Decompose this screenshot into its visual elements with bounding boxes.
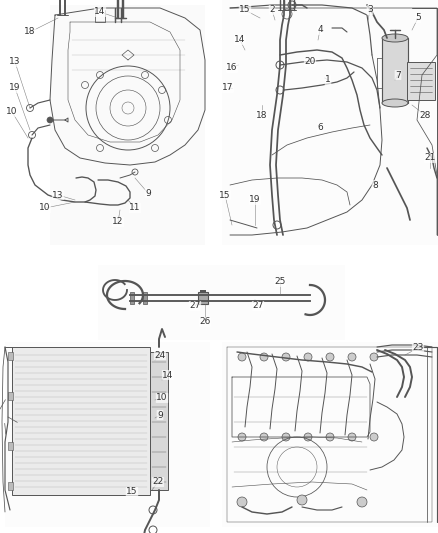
- Text: 10: 10: [6, 108, 18, 117]
- Circle shape: [282, 353, 290, 361]
- Text: 12: 12: [112, 217, 124, 227]
- Circle shape: [370, 433, 378, 441]
- Polygon shape: [222, 0, 438, 245]
- Text: 27: 27: [189, 302, 201, 311]
- Bar: [8, 482, 13, 490]
- Text: 13: 13: [52, 190, 64, 199]
- Bar: [8, 392, 13, 400]
- Circle shape: [297, 495, 307, 505]
- Text: 15: 15: [219, 190, 231, 199]
- Bar: [8, 442, 13, 450]
- Text: 8: 8: [372, 181, 378, 190]
- Text: 26: 26: [199, 318, 211, 327]
- Text: 13: 13: [9, 58, 21, 67]
- Text: 24: 24: [154, 351, 166, 359]
- Ellipse shape: [382, 34, 408, 42]
- Circle shape: [238, 433, 246, 441]
- Text: 15: 15: [126, 488, 138, 497]
- Text: 2: 2: [269, 5, 275, 14]
- Text: 14: 14: [94, 7, 106, 17]
- Circle shape: [348, 353, 356, 361]
- Circle shape: [348, 433, 356, 441]
- Bar: [12, 347, 150, 495]
- Text: 10: 10: [156, 393, 168, 402]
- Text: 9: 9: [145, 189, 151, 198]
- Text: 18: 18: [24, 28, 36, 36]
- Text: 17: 17: [222, 84, 234, 93]
- Polygon shape: [222, 342, 438, 527]
- Text: 14: 14: [234, 36, 246, 44]
- Bar: [143, 292, 147, 304]
- Text: 6: 6: [317, 124, 323, 133]
- Text: 16: 16: [226, 63, 238, 72]
- Circle shape: [304, 433, 312, 441]
- Text: 18: 18: [256, 110, 268, 119]
- Ellipse shape: [382, 99, 408, 107]
- Text: 23: 23: [412, 343, 424, 352]
- Text: 28: 28: [419, 110, 431, 119]
- Circle shape: [238, 353, 246, 361]
- Text: 21: 21: [424, 154, 436, 163]
- Polygon shape: [5, 342, 210, 527]
- Bar: [200, 290, 206, 292]
- Bar: [150, 352, 168, 490]
- Text: 10: 10: [39, 204, 51, 213]
- Text: 7: 7: [395, 70, 401, 79]
- Bar: [130, 292, 134, 304]
- Text: 11: 11: [129, 204, 141, 213]
- Circle shape: [326, 353, 334, 361]
- Circle shape: [304, 353, 312, 361]
- Circle shape: [237, 497, 247, 507]
- Text: 5: 5: [415, 13, 421, 22]
- Text: 19: 19: [9, 84, 21, 93]
- Circle shape: [357, 497, 367, 507]
- Circle shape: [370, 353, 378, 361]
- Polygon shape: [98, 265, 345, 340]
- Text: 22: 22: [152, 478, 164, 487]
- Text: 9: 9: [157, 410, 163, 419]
- Circle shape: [47, 117, 53, 123]
- Text: 14: 14: [162, 370, 174, 379]
- Bar: [407, 62, 435, 100]
- Circle shape: [282, 433, 290, 441]
- Bar: [8, 352, 13, 360]
- Text: 1: 1: [325, 76, 331, 85]
- Text: 4: 4: [317, 26, 323, 35]
- Circle shape: [260, 433, 268, 441]
- Text: 27: 27: [252, 302, 264, 311]
- Text: 20: 20: [304, 58, 316, 67]
- Circle shape: [326, 433, 334, 441]
- Circle shape: [260, 353, 268, 361]
- Text: 3: 3: [367, 5, 373, 14]
- Text: 19: 19: [249, 196, 261, 205]
- Text: 25: 25: [274, 278, 286, 287]
- Polygon shape: [50, 5, 205, 245]
- Bar: [198, 292, 208, 304]
- Text: 15: 15: [239, 5, 251, 14]
- Bar: [382, 38, 408, 103]
